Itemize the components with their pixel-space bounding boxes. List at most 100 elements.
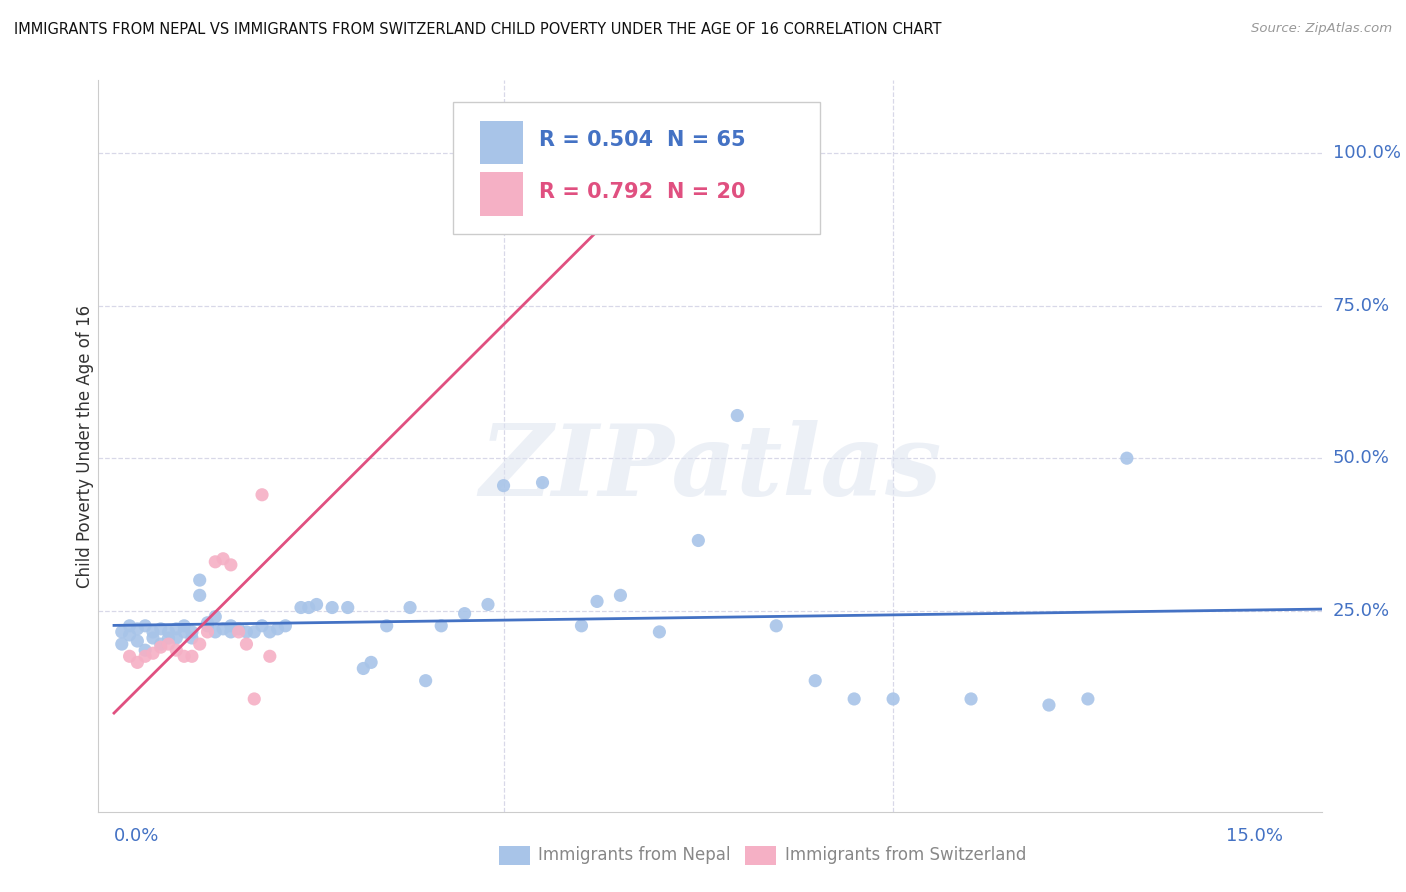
- Point: [173, 624, 195, 639]
- Point: [250, 619, 273, 633]
- Point: [250, 488, 273, 502]
- Point: [173, 649, 195, 664]
- FancyBboxPatch shape: [479, 120, 523, 164]
- Point: [157, 631, 180, 645]
- Point: [259, 649, 281, 664]
- Point: [290, 600, 312, 615]
- Point: [844, 692, 866, 706]
- Point: [142, 624, 165, 639]
- Point: [118, 619, 141, 633]
- Point: [219, 619, 242, 633]
- Point: [165, 631, 187, 645]
- Text: Immigrants from Switzerland: Immigrants from Switzerland: [785, 847, 1026, 864]
- Point: [212, 551, 235, 566]
- Text: R = 0.792: R = 0.792: [538, 182, 652, 202]
- Text: IMMIGRANTS FROM NEPAL VS IMMIGRANTS FROM SWITZERLAND CHILD POVERTY UNDER THE AGE: IMMIGRANTS FROM NEPAL VS IMMIGRANTS FROM…: [14, 22, 942, 37]
- Point: [127, 656, 149, 670]
- Point: [127, 622, 149, 636]
- Point: [149, 622, 172, 636]
- Point: [430, 619, 453, 633]
- Text: 50.0%: 50.0%: [1333, 450, 1389, 467]
- Point: [688, 533, 710, 548]
- Point: [118, 628, 141, 642]
- Point: [274, 619, 297, 633]
- Point: [477, 598, 499, 612]
- Point: [204, 555, 226, 569]
- Text: 100.0%: 100.0%: [1333, 145, 1400, 162]
- Point: [204, 609, 226, 624]
- Point: [804, 673, 827, 688]
- Point: [127, 634, 149, 648]
- Point: [609, 155, 631, 169]
- Point: [960, 692, 983, 706]
- Point: [266, 622, 288, 636]
- Point: [1077, 692, 1099, 706]
- Text: 15.0%: 15.0%: [1226, 827, 1282, 845]
- FancyBboxPatch shape: [479, 171, 523, 216]
- Point: [165, 622, 187, 636]
- Point: [360, 656, 382, 670]
- Point: [180, 649, 202, 664]
- Text: N = 65: N = 65: [668, 130, 745, 150]
- Point: [188, 637, 211, 651]
- Point: [173, 619, 195, 633]
- Point: [180, 631, 202, 645]
- Text: N = 20: N = 20: [668, 182, 745, 202]
- Point: [571, 619, 593, 633]
- Point: [531, 475, 554, 490]
- Point: [1038, 698, 1060, 712]
- Point: [197, 619, 219, 633]
- Point: [765, 619, 787, 633]
- FancyBboxPatch shape: [453, 103, 820, 234]
- Point: [134, 619, 156, 633]
- Point: [180, 624, 202, 639]
- Point: [197, 624, 219, 639]
- Point: [228, 624, 250, 639]
- Point: [375, 619, 398, 633]
- Point: [725, 409, 748, 423]
- Point: [111, 624, 134, 639]
- Point: [243, 624, 266, 639]
- Point: [134, 643, 156, 657]
- Point: [149, 640, 172, 655]
- Point: [298, 600, 321, 615]
- Point: [492, 478, 515, 492]
- Point: [609, 588, 631, 602]
- Point: [586, 594, 609, 608]
- Point: [219, 558, 242, 572]
- Point: [157, 624, 180, 639]
- Point: [149, 637, 172, 651]
- Y-axis label: Child Poverty Under the Age of 16: Child Poverty Under the Age of 16: [76, 304, 94, 588]
- Point: [142, 646, 165, 660]
- Point: [111, 637, 134, 651]
- Point: [321, 600, 343, 615]
- Text: Source: ZipAtlas.com: Source: ZipAtlas.com: [1251, 22, 1392, 36]
- Point: [648, 624, 671, 639]
- Point: [197, 615, 219, 630]
- Text: ZIPatlas: ZIPatlas: [479, 420, 941, 516]
- Point: [188, 573, 211, 587]
- Point: [204, 624, 226, 639]
- Point: [118, 649, 141, 664]
- Point: [453, 607, 475, 621]
- Text: 75.0%: 75.0%: [1333, 297, 1391, 315]
- Point: [352, 661, 374, 675]
- Point: [219, 624, 242, 639]
- Point: [228, 622, 250, 636]
- Point: [235, 637, 257, 651]
- Point: [882, 692, 904, 706]
- Point: [243, 692, 266, 706]
- Point: [259, 624, 281, 639]
- Point: [1115, 451, 1137, 466]
- Point: [188, 588, 211, 602]
- Point: [157, 637, 180, 651]
- Point: [415, 673, 437, 688]
- Point: [305, 598, 328, 612]
- Point: [134, 649, 156, 664]
- Text: 25.0%: 25.0%: [1333, 601, 1391, 620]
- Point: [235, 624, 257, 639]
- Point: [336, 600, 359, 615]
- Point: [399, 600, 422, 615]
- Point: [212, 622, 235, 636]
- Point: [142, 631, 165, 645]
